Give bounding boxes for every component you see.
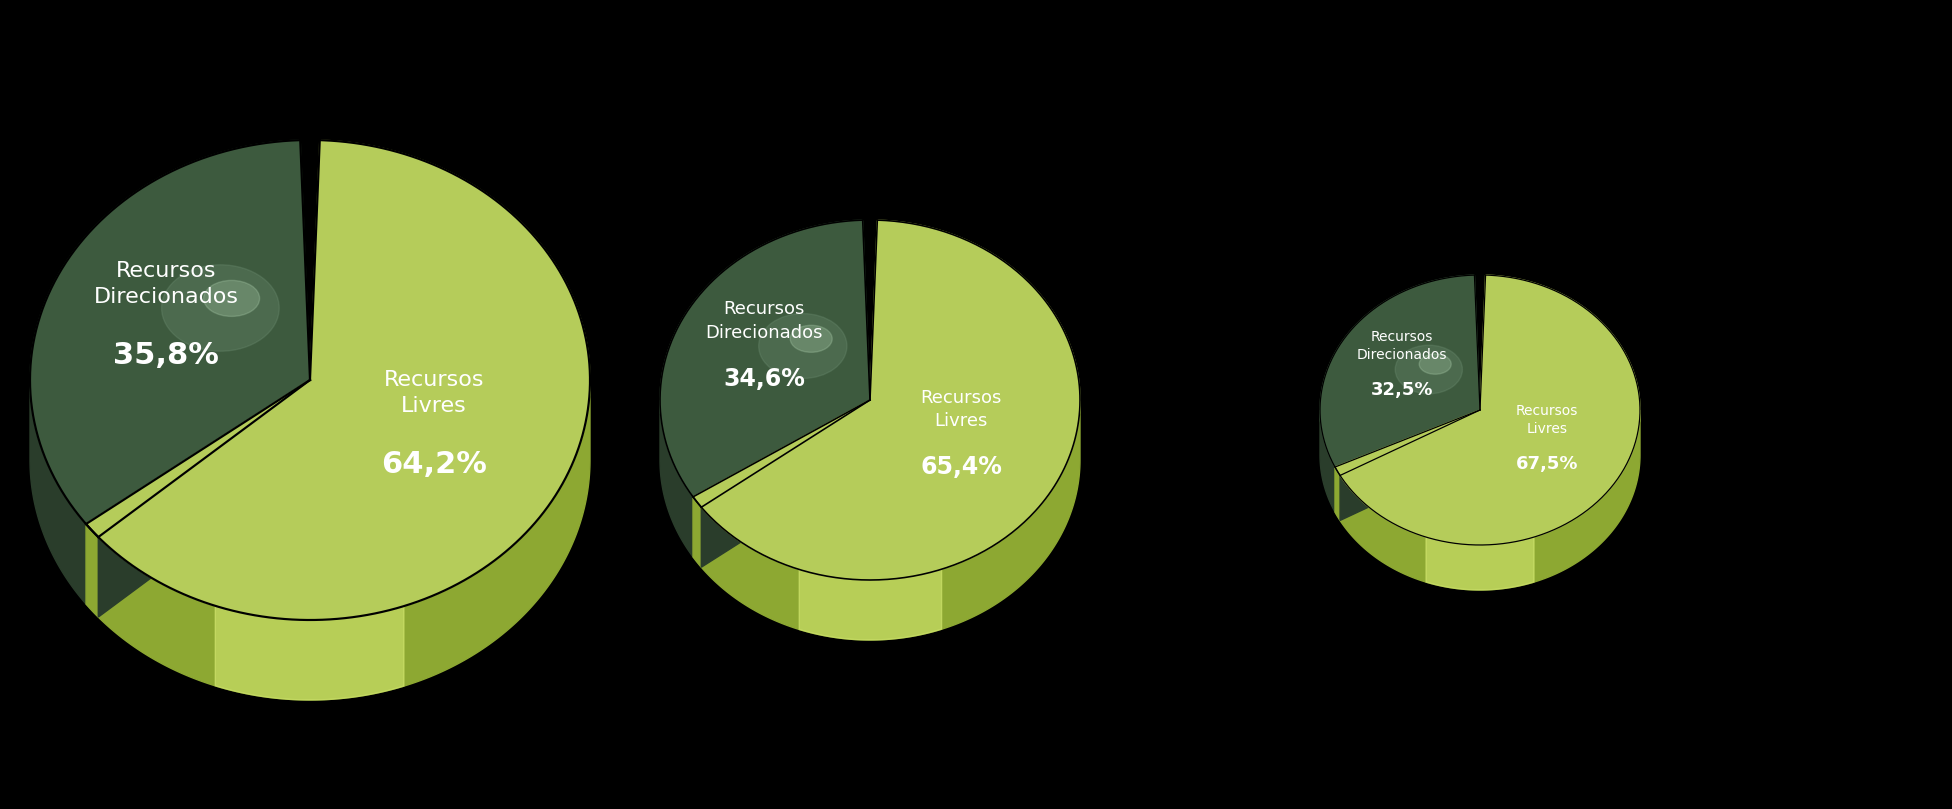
Polygon shape	[871, 220, 876, 460]
Polygon shape	[310, 140, 320, 460]
Polygon shape	[29, 140, 310, 537]
Polygon shape	[1480, 275, 1485, 455]
Polygon shape	[863, 220, 871, 460]
Polygon shape	[660, 400, 701, 567]
Polygon shape	[86, 140, 590, 620]
Ellipse shape	[1419, 354, 1450, 375]
Text: 35,8%: 35,8%	[113, 341, 219, 370]
Polygon shape	[98, 380, 310, 617]
Polygon shape	[1320, 410, 1341, 520]
Polygon shape	[86, 380, 590, 700]
Polygon shape	[701, 400, 871, 567]
Polygon shape	[29, 380, 98, 617]
Polygon shape	[301, 140, 310, 460]
Ellipse shape	[162, 265, 279, 351]
Polygon shape	[1427, 537, 1534, 590]
Polygon shape	[693, 400, 1079, 640]
Text: 32,5%: 32,5%	[1370, 381, 1433, 399]
Text: Recursos
Livres: Recursos Livres	[1515, 404, 1577, 437]
Polygon shape	[215, 606, 404, 700]
Polygon shape	[798, 570, 941, 640]
Text: 65,4%: 65,4%	[919, 455, 1001, 480]
Text: 64,2%: 64,2%	[381, 450, 488, 479]
Polygon shape	[1474, 275, 1480, 455]
Polygon shape	[1341, 410, 1480, 520]
Ellipse shape	[1396, 345, 1462, 394]
Text: Recursos
Livres: Recursos Livres	[921, 388, 1001, 430]
Ellipse shape	[203, 281, 260, 316]
Polygon shape	[1335, 275, 1640, 545]
Polygon shape	[1320, 275, 1480, 476]
Text: Recursos
Direcionados: Recursos Direcionados	[94, 260, 238, 307]
Polygon shape	[1335, 410, 1640, 590]
Ellipse shape	[791, 325, 832, 352]
Text: 34,6%: 34,6%	[722, 367, 804, 391]
Text: Recursos
Livres: Recursos Livres	[385, 370, 484, 417]
Polygon shape	[693, 220, 1079, 580]
Ellipse shape	[759, 314, 847, 379]
Text: Recursos
Direcionados: Recursos Direcionados	[705, 300, 824, 342]
Text: Recursos
Direcionados: Recursos Direcionados	[1357, 329, 1446, 362]
Text: 67,5%: 67,5%	[1515, 455, 1577, 473]
Polygon shape	[660, 220, 871, 507]
